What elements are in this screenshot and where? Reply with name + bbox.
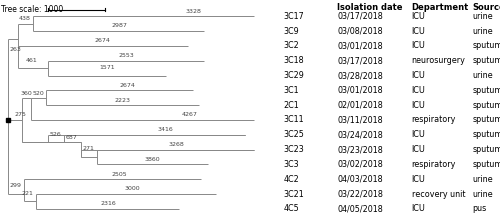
Text: urine: urine	[472, 27, 492, 36]
Text: neurosurgery: neurosurgery	[412, 56, 466, 65]
Text: 03/17/2018: 03/17/2018	[337, 56, 383, 65]
Text: sputum: sputum	[472, 116, 500, 125]
Text: 2674: 2674	[95, 38, 110, 43]
Text: 3C25: 3C25	[284, 130, 304, 139]
Text: 4C2: 4C2	[284, 175, 300, 184]
Text: 02/01/2018: 02/01/2018	[337, 101, 383, 110]
Text: Department: Department	[412, 3, 469, 12]
Text: 299: 299	[10, 183, 22, 189]
Text: 03/08/2018: 03/08/2018	[337, 27, 383, 36]
Text: Tree scale: 1000: Tree scale: 1000	[1, 5, 64, 14]
Text: 3C9: 3C9	[284, 27, 300, 36]
Text: 3000: 3000	[125, 186, 140, 191]
Text: ICU: ICU	[412, 204, 426, 213]
Text: 04/05/2018: 04/05/2018	[337, 204, 383, 213]
Text: 275: 275	[14, 112, 26, 117]
Text: sputum: sputum	[472, 160, 500, 169]
Text: ICU: ICU	[412, 130, 426, 139]
Text: 03/24/2018: 03/24/2018	[337, 130, 383, 139]
Text: 271: 271	[82, 146, 94, 151]
Text: 3C18: 3C18	[284, 56, 304, 65]
Text: 3C23: 3C23	[284, 145, 304, 154]
Text: urine: urine	[472, 190, 492, 199]
Text: 2505: 2505	[112, 172, 127, 177]
Text: 3C11: 3C11	[284, 116, 304, 125]
Text: 4C5: 4C5	[284, 204, 300, 213]
Text: 03/02/2018: 03/02/2018	[337, 160, 383, 169]
Text: ICU: ICU	[412, 12, 426, 21]
Text: 3416: 3416	[158, 127, 174, 132]
Text: sputum: sputum	[472, 56, 500, 65]
Text: 03/01/2018: 03/01/2018	[337, 41, 383, 50]
Text: 1571: 1571	[100, 65, 115, 70]
Text: sputum: sputum	[472, 86, 500, 95]
Text: 3328: 3328	[186, 9, 202, 14]
Text: 4267: 4267	[182, 112, 198, 117]
Text: 526: 526	[50, 132, 61, 137]
Text: ICU: ICU	[412, 101, 426, 110]
Text: sputum: sputum	[472, 130, 500, 139]
Text: 03/23/2018: 03/23/2018	[337, 145, 383, 154]
Text: 03/28/2018: 03/28/2018	[337, 71, 383, 80]
Text: 3C17: 3C17	[284, 12, 304, 21]
Text: pus: pus	[472, 204, 486, 213]
Text: urine: urine	[472, 71, 492, 80]
Text: recovery unit: recovery unit	[412, 190, 465, 199]
Text: 3860: 3860	[144, 157, 160, 162]
Text: 04/03/2018: 04/03/2018	[337, 175, 383, 184]
Text: 520: 520	[33, 91, 44, 96]
Text: urine: urine	[472, 12, 492, 21]
Text: 3C2: 3C2	[284, 41, 300, 50]
Text: sputum: sputum	[472, 145, 500, 154]
Text: 2C1: 2C1	[284, 101, 300, 110]
Text: 2223: 2223	[114, 97, 130, 103]
Text: 2987: 2987	[112, 24, 128, 28]
Text: ICU: ICU	[412, 71, 426, 80]
Text: 03/11/2018: 03/11/2018	[337, 116, 383, 125]
Text: Isolation date: Isolation date	[337, 3, 403, 12]
Text: sputum: sputum	[472, 101, 500, 110]
Text: 360: 360	[20, 91, 32, 96]
Text: 3C3: 3C3	[284, 160, 300, 169]
Text: 263: 263	[10, 47, 22, 51]
Text: 03/01/2018: 03/01/2018	[337, 86, 383, 95]
Text: respiratory: respiratory	[412, 160, 456, 169]
Text: 2316: 2316	[100, 201, 116, 206]
Text: Source: Source	[472, 3, 500, 12]
Text: 2674: 2674	[119, 83, 135, 88]
Text: sputum: sputum	[472, 41, 500, 50]
Text: 438: 438	[18, 16, 30, 21]
Text: ICU: ICU	[412, 145, 426, 154]
Text: 3268: 3268	[169, 142, 184, 147]
Text: 461: 461	[26, 57, 38, 62]
Text: ICU: ICU	[412, 175, 426, 184]
Text: 3C29: 3C29	[284, 71, 304, 80]
Text: ICU: ICU	[412, 27, 426, 36]
Text: 2553: 2553	[118, 53, 134, 58]
Text: 03/22/2018: 03/22/2018	[337, 190, 383, 199]
Text: 3C21: 3C21	[284, 190, 304, 199]
Text: 687: 687	[66, 136, 78, 140]
Text: respiratory: respiratory	[412, 116, 456, 125]
Text: urine: urine	[472, 175, 492, 184]
Text: ICU: ICU	[412, 86, 426, 95]
Text: 3C1: 3C1	[284, 86, 300, 95]
Text: 03/17/2018: 03/17/2018	[337, 12, 383, 21]
Text: ICU: ICU	[412, 41, 426, 50]
Text: 221: 221	[22, 191, 34, 196]
